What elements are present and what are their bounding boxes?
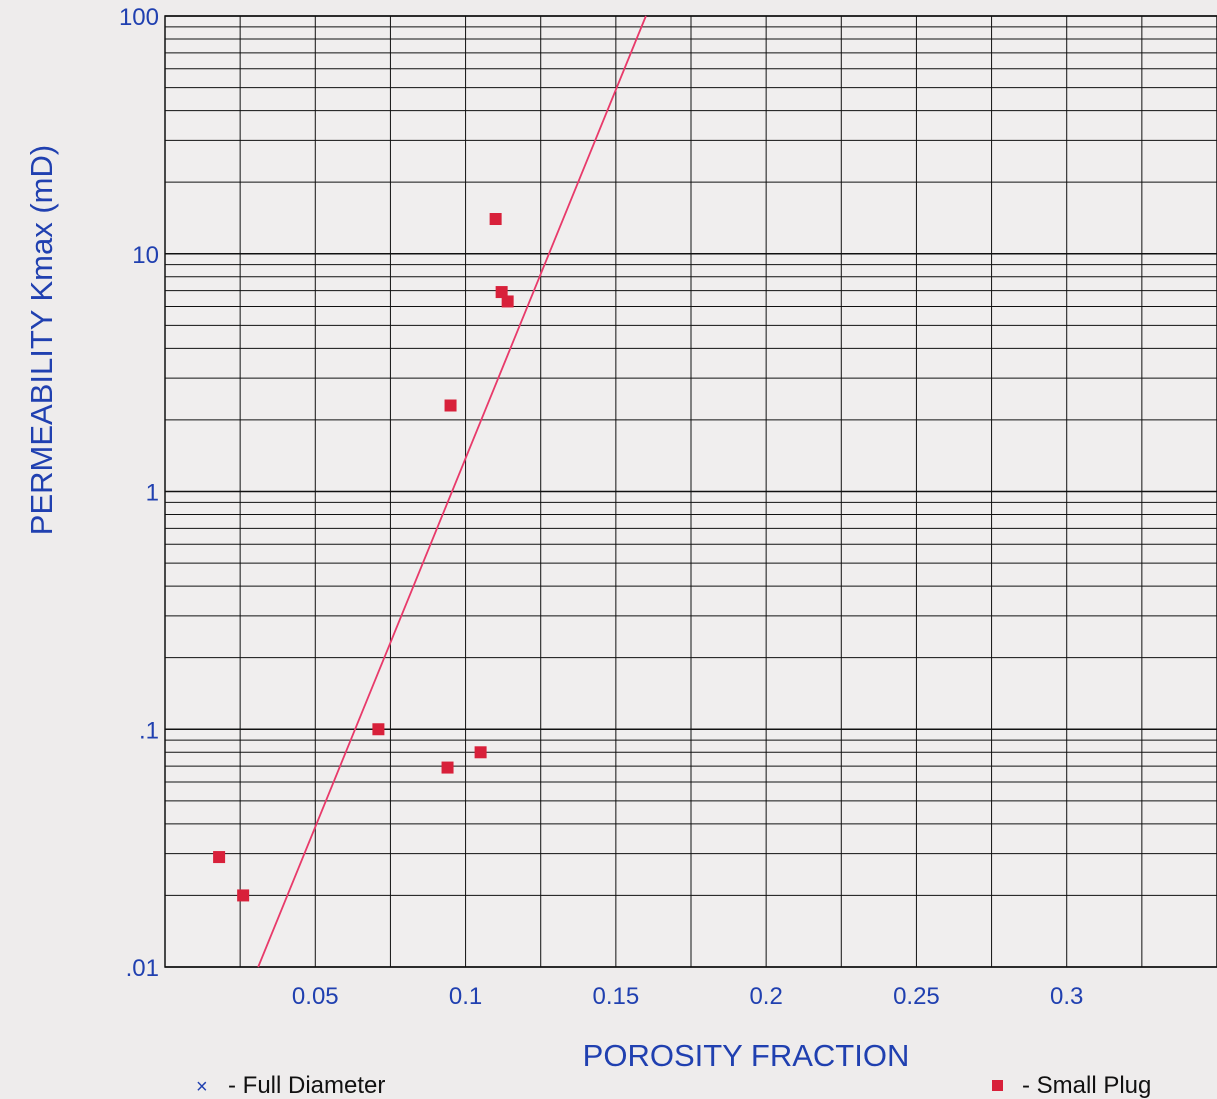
y-tick-labels: 100 10 1 .1 .01 (119, 4, 159, 982)
y-tick-label: .1 (139, 717, 159, 744)
x-tick-label: 0.1 (449, 983, 482, 1010)
x-tick-label: 0.2 (749, 983, 782, 1010)
plot-frame (164, 15, 1217, 968)
small-plug-point (474, 746, 487, 759)
legend-small-plug: - Small Plug (992, 1072, 1151, 1099)
trend-line (257, 15, 647, 968)
x-tick-labels: 0.05 0.1 0.15 0.2 0.25 0.3 (292, 983, 1083, 1010)
small-plug-point (441, 761, 454, 774)
legend-full-diameter: × - Full Diameter (196, 1072, 385, 1099)
legend-small-plug-label: - Small Plug (1022, 1072, 1151, 1099)
small-plug-point (444, 399, 457, 412)
x-axis-title: POROSITY FRACTION (583, 1038, 910, 1073)
y-tick-label: 1 (146, 480, 159, 507)
grid-lines (164, 15, 1217, 968)
small-plug-point (501, 295, 514, 308)
x-marker-icon: × (196, 1076, 208, 1098)
trend-line-group (257, 15, 647, 968)
y-tick-label: 100 (119, 4, 159, 31)
small-plug-point (372, 723, 385, 736)
data-points (213, 213, 514, 902)
y-tick-label: 10 (132, 242, 159, 269)
y-tick-label: .01 (126, 955, 159, 982)
x-tick-label: 0.3 (1050, 983, 1083, 1010)
small-plug-point (489, 213, 502, 226)
x-tick-label: 0.05 (292, 983, 339, 1010)
legend-full-diameter-label: - Full Diameter (228, 1072, 385, 1099)
small-plug-point (237, 889, 250, 902)
x-tick-label: 0.15 (592, 983, 639, 1010)
small-plug-point (495, 286, 508, 299)
y-axis-title: PERMEABILITY Kmax (mD) (24, 145, 59, 535)
small-plug-point (213, 851, 226, 864)
square-marker-icon (992, 1080, 1003, 1091)
x-tick-label: 0.25 (893, 983, 940, 1010)
